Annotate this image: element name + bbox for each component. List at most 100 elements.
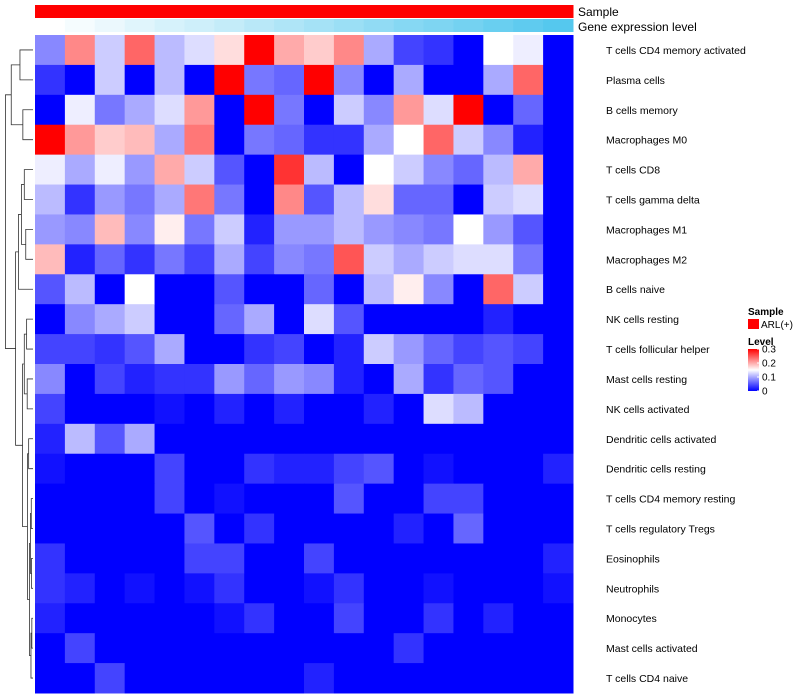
heatmap-cell — [214, 393, 245, 425]
heatmap-cell — [35, 35, 66, 66]
dendrogram-branch — [19, 49, 33, 81]
heatmap-cell — [35, 334, 66, 365]
legend-tick-label: 0 — [762, 387, 768, 398]
row-label: Monocytes — [606, 613, 657, 625]
heatmap-cell — [124, 35, 156, 66]
heatmap-cell — [453, 64, 484, 96]
heatmap-cell — [35, 543, 66, 574]
heatmap-cell — [94, 663, 126, 694]
dendrogram-branch — [26, 378, 33, 410]
heatmap-cell — [543, 364, 574, 395]
heatmap-cell — [154, 364, 185, 395]
heatmap-cell — [214, 364, 245, 395]
heatmap-cell — [543, 214, 574, 245]
heatmap-cell — [423, 35, 454, 66]
heatmap-cell — [154, 184, 185, 215]
row-dendrogram — [5, 49, 33, 679]
heatmap-cell — [154, 244, 185, 275]
heatmap-cell — [393, 214, 425, 245]
heatmap-cell — [274, 513, 305, 544]
heatmap-cell — [94, 35, 126, 66]
heatmap-cell — [513, 94, 544, 126]
heatmap-cell — [483, 364, 514, 395]
sample-annotation-cell — [124, 5, 156, 18]
expression-annotation-cell — [154, 19, 185, 32]
row-label: Macrophages M2 — [606, 254, 687, 266]
sample-annotation-cell — [274, 5, 305, 18]
heatmap-cell — [184, 633, 215, 664]
heatmap-cell — [154, 633, 185, 664]
heatmap-cell — [184, 184, 215, 215]
heatmap-cell — [124, 483, 156, 515]
heatmap-cell — [453, 573, 484, 604]
heatmap-cell — [483, 154, 514, 186]
heatmap-cell — [64, 64, 96, 96]
heatmap-cell — [483, 64, 514, 96]
sample-annotation-cell — [423, 5, 454, 18]
heatmap-cell — [333, 35, 365, 66]
heatmap-cell — [423, 393, 454, 425]
heatmap-cell — [244, 244, 275, 275]
heatmap-cell — [64, 453, 96, 485]
heatmap-cell — [274, 124, 305, 156]
heatmap-cell — [363, 334, 395, 365]
heatmap-cell — [274, 423, 305, 455]
heatmap-cell — [333, 393, 365, 425]
heatmap-cell — [244, 274, 275, 305]
heatmap-cell — [64, 633, 96, 664]
heatmap-cell — [274, 603, 305, 634]
heatmap-cell — [333, 483, 365, 515]
heatmap-cell — [94, 94, 126, 126]
heatmap-cell — [423, 603, 454, 634]
heatmap-cell — [64, 364, 96, 395]
heatmap-cell — [35, 124, 66, 156]
heatmap-cell — [244, 364, 275, 395]
heatmap-cell — [124, 124, 156, 156]
heatmap-cell — [35, 274, 66, 305]
heatmap-cell — [393, 663, 425, 694]
heatmap-cell — [35, 633, 66, 664]
sample-annotation-cell — [513, 5, 544, 18]
row-label: Macrophages M0 — [606, 135, 687, 147]
heatmap-cell — [483, 423, 514, 455]
heatmap-cell — [64, 543, 96, 574]
heatmap-cell — [94, 453, 126, 485]
heatmap-cell — [333, 64, 365, 96]
heatmap-cell — [124, 543, 156, 574]
heatmap-cell — [333, 423, 365, 455]
heatmap-cell — [94, 364, 126, 395]
heatmap-cell — [64, 184, 96, 215]
heatmap-cell — [214, 513, 245, 544]
heatmap-cell — [94, 513, 126, 544]
heatmap-cell — [513, 214, 544, 245]
sample-annotation-cell — [483, 5, 514, 18]
heatmap-cell — [483, 244, 514, 275]
heatmap-cell — [124, 94, 156, 126]
heatmap-cell — [274, 573, 305, 604]
heatmap-cell — [453, 483, 484, 515]
heatmap-cell — [244, 633, 275, 664]
heatmap-cell — [453, 154, 484, 186]
heatmap-cell — [154, 423, 185, 455]
heatmap-cell — [94, 64, 126, 96]
heatmap-cell — [513, 393, 544, 425]
heatmap-cell — [543, 543, 574, 574]
heatmap-cell — [154, 334, 185, 365]
heatmap-cell — [244, 513, 275, 544]
heatmap-cell — [154, 513, 185, 544]
heatmap-cell — [393, 94, 425, 126]
heatmap-cell — [124, 184, 156, 215]
heatmap-cell — [304, 35, 335, 66]
heatmap-cell — [274, 304, 305, 335]
heatmap-cell — [513, 304, 544, 335]
heatmap-cell — [453, 603, 484, 634]
heatmap-cell — [184, 513, 215, 544]
row-label: T cells gamma delta — [606, 195, 700, 207]
heatmap-cell — [543, 453, 574, 485]
expression-annotation-cell — [453, 19, 484, 32]
heatmap-cell — [304, 483, 335, 515]
heatmap-cell — [483, 124, 514, 156]
heatmap-cell — [453, 35, 484, 66]
heatmap-cell — [423, 154, 454, 186]
heatmap-cell — [184, 154, 215, 186]
